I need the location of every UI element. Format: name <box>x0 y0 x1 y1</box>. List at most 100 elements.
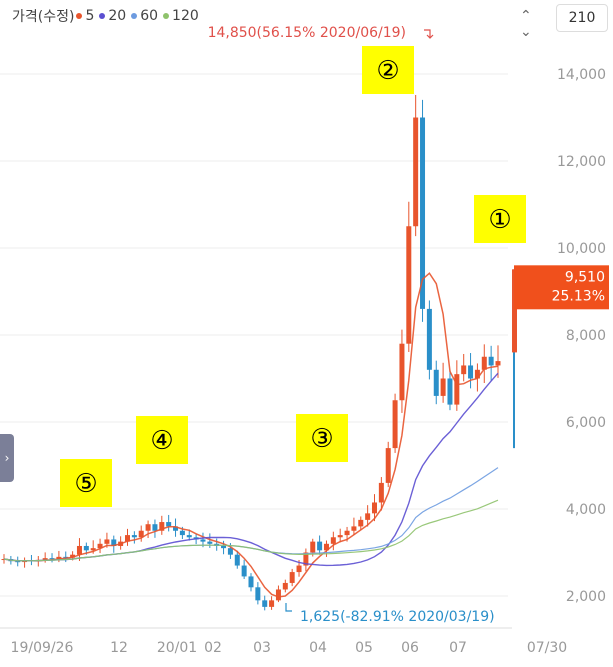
candle-body <box>420 117 426 309</box>
candle-body <box>234 554 240 566</box>
candle-body <box>461 365 467 375</box>
annotation-box <box>136 416 188 464</box>
candle-body <box>289 572 295 583</box>
candle-body <box>131 535 137 538</box>
candle-body <box>159 522 165 531</box>
chevron-right-icon[interactable]: › <box>0 434 14 482</box>
annotation-box <box>60 459 112 507</box>
annotation-label: ③ <box>310 424 333 454</box>
candle-body <box>269 600 275 607</box>
candle-body <box>296 565 302 573</box>
legend-title: 가격(수정) <box>12 9 75 25</box>
candle-body <box>207 541 213 544</box>
x-tick-label: 07 <box>449 640 467 656</box>
high-label: 14,850(56.15% 2020/06/19) <box>208 25 406 41</box>
ma20-dot <box>99 13 106 19</box>
candle-body <box>104 539 110 544</box>
ma20-label: 20 <box>108 8 127 24</box>
legend: 가격(수정) 5 20 60 120 <box>12 6 202 26</box>
legend-ma60: 60 <box>131 8 158 24</box>
annotation-box <box>362 46 414 94</box>
current-change-label: 25.13% <box>552 288 605 304</box>
price-flag <box>514 265 609 310</box>
candle-body <box>440 378 446 396</box>
candle-body <box>125 535 130 542</box>
candle-body <box>248 576 254 588</box>
ma5-label: 5 <box>85 8 95 24</box>
ma5-dot <box>76 13 83 19</box>
ma60-dot <box>131 13 138 19</box>
y-tick-label: 14,000 <box>557 67 606 83</box>
x-tick-label: 19/09/26 <box>11 640 74 656</box>
candle-body <box>385 448 391 483</box>
annotation-box <box>296 414 348 462</box>
candle-body <box>344 530 350 536</box>
ma120-dot <box>163 13 170 19</box>
candle-body <box>372 502 377 514</box>
candle-body <box>392 400 398 449</box>
y-tick-label: 6,000 <box>566 415 606 431</box>
candle-body <box>413 117 419 227</box>
candle-body <box>200 539 206 542</box>
candle-body <box>145 524 151 531</box>
legend-ma5: 5 <box>76 8 94 24</box>
candle-body <box>488 356 494 366</box>
ma-line-120 <box>3 499 499 562</box>
ma-line-5 <box>3 272 499 598</box>
x-tick-label: 03 <box>253 640 271 656</box>
candle-body <box>323 543 329 551</box>
x-tick-label: 06 <box>401 640 419 656</box>
candle-body <box>447 378 453 405</box>
candle-body <box>468 365 474 379</box>
candle-body <box>303 552 309 566</box>
chevron-up-down-icon[interactable]: ⌃ ⌄ <box>520 8 532 40</box>
candle-body <box>173 526 179 531</box>
candle-body <box>433 369 439 396</box>
candle-body <box>90 548 96 551</box>
last-candle-body <box>512 269 517 353</box>
candle-body <box>351 526 357 531</box>
annotation-box <box>474 195 526 243</box>
legend-ma120: 120 <box>163 8 199 24</box>
candle-body <box>406 226 412 344</box>
candle-body <box>454 374 460 405</box>
candle-body <box>49 558 55 560</box>
candle-body <box>378 482 384 503</box>
candle-body <box>241 565 247 577</box>
candle-body <box>111 539 117 546</box>
legend-ma20: 20 <box>99 8 126 24</box>
y-tick-label: 8,000 <box>566 328 606 344</box>
candle-body <box>282 582 288 590</box>
candle-body <box>426 308 432 370</box>
candle-body <box>138 530 144 538</box>
x-tick-label: 05 <box>355 640 373 656</box>
candle-body <box>63 556 69 558</box>
annotation-label: ① <box>488 205 511 235</box>
low-marker <box>285 603 292 612</box>
annotation-label: ④ <box>150 426 173 456</box>
y-tick-label: 10,000 <box>557 241 606 257</box>
x-tick-label: 07/30 <box>527 640 567 656</box>
candle-body <box>42 558 48 560</box>
annotation-label: ② <box>376 56 399 86</box>
candle-body <box>317 541 323 551</box>
candle-body <box>275 589 281 601</box>
candle-body <box>56 556 62 560</box>
ma60-label: 60 <box>140 8 159 24</box>
candle-body <box>330 537 336 544</box>
x-tick-label: 12 <box>110 640 128 656</box>
ma120-label: 120 <box>172 8 199 24</box>
period-input[interactable]: 210 <box>556 4 608 32</box>
candle-body <box>76 545 82 555</box>
candle-body <box>337 535 343 538</box>
candle-body <box>358 519 364 527</box>
candle-body <box>227 548 233 555</box>
low-label: 1,625(-82.91% 2020/03/19) <box>300 609 495 625</box>
high-marker <box>424 29 434 39</box>
candle-body <box>152 524 158 531</box>
candle-body <box>474 369 480 379</box>
x-tick-label: 04 <box>309 640 327 656</box>
candle-body <box>186 535 192 538</box>
candle-body <box>166 522 172 527</box>
y-tick-label: 12,000 <box>557 154 606 170</box>
